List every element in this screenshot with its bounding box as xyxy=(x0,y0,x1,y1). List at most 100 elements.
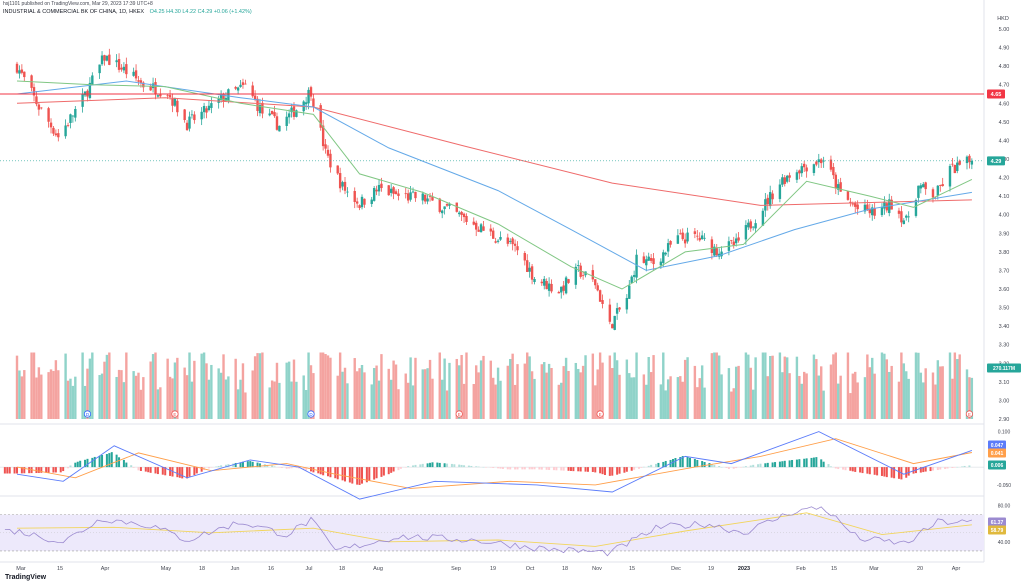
candle-body xyxy=(815,161,818,165)
volume-bar xyxy=(751,389,755,419)
macd-hist-bar xyxy=(358,467,361,485)
candle-body xyxy=(905,215,908,218)
candle-body xyxy=(839,182,842,192)
volume-bar xyxy=(117,369,121,419)
candles-group xyxy=(15,48,974,331)
macd-hist-bar xyxy=(419,464,422,468)
candle-body xyxy=(817,159,820,163)
candle-body xyxy=(423,194,427,202)
volume-bar xyxy=(598,352,602,419)
x-tick-label: 19 xyxy=(490,566,496,572)
volume-bar xyxy=(69,378,72,419)
macd-hist-bar xyxy=(380,467,383,477)
volume-bar xyxy=(149,361,152,419)
candle-body xyxy=(681,232,684,240)
macd-hist-bar xyxy=(939,467,942,470)
candle-body xyxy=(273,112,276,117)
event-badge xyxy=(307,410,315,418)
candle-body xyxy=(965,156,969,164)
macd-hist-bar xyxy=(390,467,393,473)
volume-bar xyxy=(499,380,502,419)
volume-bar xyxy=(611,368,614,419)
candle-body xyxy=(730,239,733,241)
publish-line: hsj1101 published on TradingView.com, Ma… xyxy=(3,1,153,7)
candle-body xyxy=(649,257,653,261)
macd-hist-bar xyxy=(13,467,16,474)
macd-hist-bar xyxy=(74,462,77,468)
volume-bar xyxy=(939,366,942,419)
candle-body xyxy=(494,241,497,243)
macd-hist-bar xyxy=(348,467,351,483)
volume-bar xyxy=(304,390,308,419)
macd-hist-bar xyxy=(227,464,230,468)
volume-bar xyxy=(387,368,390,419)
resistance-label-box xyxy=(987,89,1005,99)
macd-hist-bar xyxy=(701,461,704,468)
volume-bar xyxy=(428,359,432,419)
volume-bar xyxy=(346,383,349,419)
macd-hist-bar xyxy=(842,467,845,470)
macd-hist-bar xyxy=(897,467,900,479)
macd-hist-bar xyxy=(84,459,87,468)
macd-hist-bar xyxy=(20,467,23,474)
candle-body xyxy=(732,241,735,246)
macd-hist-bar xyxy=(759,463,762,468)
macd-hist-bar xyxy=(178,467,181,478)
macd-hist-bar xyxy=(876,467,879,476)
event-badge xyxy=(455,410,463,418)
volume-bar xyxy=(404,373,407,419)
volume-bar xyxy=(200,353,203,419)
candle-body xyxy=(455,202,458,212)
volume-group xyxy=(15,352,974,419)
macd-hist-bar xyxy=(195,467,198,474)
candle-body xyxy=(560,286,563,293)
macd-hist-bar xyxy=(8,467,11,474)
volume-bar xyxy=(445,390,449,419)
y-tick-label: 4.50 xyxy=(999,120,1010,126)
candle-body xyxy=(375,189,378,192)
volume-bar xyxy=(278,382,281,419)
volume-bar xyxy=(151,354,155,419)
macd-hist-bar xyxy=(567,467,570,471)
macd-hist-bar xyxy=(91,457,94,468)
candle-body xyxy=(193,114,196,121)
candle-body xyxy=(846,191,850,200)
volume-bar xyxy=(363,372,366,419)
candle-body xyxy=(278,125,281,132)
volume-bar xyxy=(409,357,412,419)
macd-hist-bar xyxy=(470,465,473,468)
candle-body xyxy=(355,201,359,204)
candle-body xyxy=(132,71,135,76)
volume-bar xyxy=(771,355,774,419)
macd-hist-bar xyxy=(890,467,893,478)
macd-signal-line xyxy=(16,438,972,489)
macd-hist-bar xyxy=(696,460,699,468)
macd-hist-bar xyxy=(820,459,823,468)
candle-body xyxy=(134,70,138,79)
macd-hist-bar xyxy=(803,458,806,468)
macd-hist-bar xyxy=(130,465,133,468)
event-badge-letter: E xyxy=(173,412,176,417)
volume-bar xyxy=(285,362,288,419)
macd-hist-bar xyxy=(356,467,359,485)
candle-body xyxy=(275,116,279,130)
candle-body xyxy=(703,237,706,239)
volume-bar xyxy=(392,360,395,419)
volume-bar xyxy=(234,358,237,419)
candle-body xyxy=(219,94,223,100)
volume-bar xyxy=(902,363,906,419)
macd-hist-bar xyxy=(404,467,407,468)
macd-hist-bar xyxy=(548,467,551,470)
volume-bar xyxy=(783,356,786,419)
volume-bar xyxy=(15,355,19,419)
macd-hist-bar xyxy=(552,467,555,471)
macd-hist-bar xyxy=(443,463,446,468)
volume-bar xyxy=(125,352,128,419)
candle-body xyxy=(479,224,483,233)
volume-bar xyxy=(477,372,480,419)
volume-bar xyxy=(479,360,483,419)
volume-bar xyxy=(394,364,398,419)
macd-hist-bar xyxy=(752,464,755,468)
volume-bar xyxy=(219,372,223,419)
